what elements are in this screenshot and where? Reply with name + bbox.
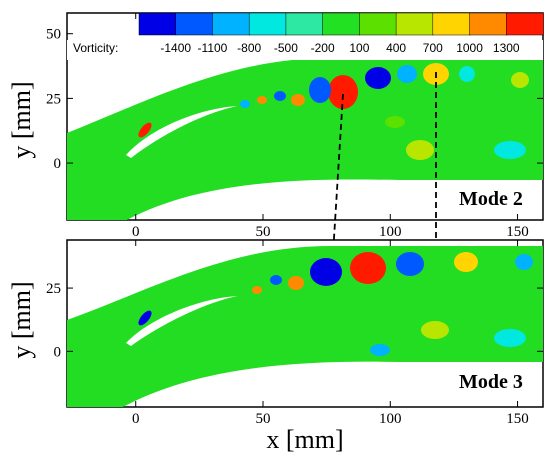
mode-2-y-tick-label: 0 (54, 156, 62, 172)
mode-2-ylabel: y [mm] (7, 81, 36, 158)
mode-2-y-tick-label: 50 (46, 27, 61, 43)
mode-2-marker-line-1 (332, 93, 344, 255)
colorbar-swatch (432, 12, 471, 36)
mode-2-field (67, 58, 543, 220)
colorbar-tick-label: 1300 (493, 41, 520, 55)
mode-2-blade (126, 106, 238, 158)
mode-3-x-tick-label: 0 (132, 411, 140, 427)
mode-3-vortex-blobs (138, 252, 533, 356)
colorbar-tick-label: -200 (311, 41, 335, 55)
mode-2-x-tick-label: 0 (132, 224, 140, 240)
colorbar-background (67, 40, 543, 60)
colorbar-swatch (469, 12, 508, 36)
mode-3-label: Mode 3 (459, 371, 523, 393)
mode-2-vortex-blobs (138, 63, 529, 160)
mode-3-flow-region (67, 246, 543, 407)
colorbar-tick-label: 700 (423, 41, 443, 55)
colorbar-tick-label: 100 (349, 41, 369, 55)
mode-3-x-tick-label: 150 (506, 411, 529, 427)
colorbar-tick-label: 1000 (456, 41, 483, 55)
mode-3-x-tick-label: 50 (256, 411, 271, 427)
mode-3-panel: Mode 3 0 50 100 150 0 25 (46, 239, 544, 427)
mode-2-x-tick-label: 100 (379, 224, 402, 240)
colorbar-swatch (212, 12, 250, 36)
colorbar-swatch (322, 12, 361, 36)
colorbar-swatch (248, 12, 287, 36)
mode-2-flow-region (67, 58, 543, 220)
colorbar-tick-label: -800 (237, 41, 261, 55)
mode-3-xlabel: x [mm] (266, 425, 343, 454)
mode-3-field (67, 246, 543, 407)
mode-2-y-tick-label: 25 (46, 91, 61, 107)
colorbar-tick-label: -1100 (198, 41, 228, 55)
colorbar-swatch (175, 12, 214, 36)
colorbar-title: Vorticity: (73, 41, 118, 55)
colorbar-tick-label: 400 (386, 41, 406, 55)
colorbar-swatch (285, 12, 324, 36)
colorbar-swatch (395, 12, 434, 36)
mode-2-label: Mode 2 (459, 188, 523, 210)
colorbar-tick-label: -1400 (160, 41, 191, 55)
mode-3-y-tick-label: 0 (54, 344, 62, 360)
colorbar-tick-label: -500 (274, 41, 298, 55)
mode-3-ylabel: y [mm] (7, 281, 36, 358)
colorbar-swatch (506, 12, 544, 36)
vorticity-colorbar: Vorticity: -1400 -1100 -800 -500 -200 100 400 7… (67, 12, 544, 60)
mode-2-x-tick-label: 150 (506, 224, 529, 240)
colorbar-swatch (359, 12, 397, 36)
mode-3-blade (126, 296, 238, 346)
mode-3-y-tick-label: 25 (46, 281, 61, 297)
colorbar-swatches (138, 12, 544, 36)
colorbar-swatch (138, 12, 177, 36)
mode-2-x-tick-label: 50 (256, 224, 271, 240)
mode-3-axes: 0 50 100 150 0 25 (46, 240, 543, 427)
colorbar-ticks: -1400 -1100 -800 -500 -200 100 400 700 1000 1300 (160, 41, 520, 55)
mode-3-x-tick-label: 100 (379, 411, 402, 427)
